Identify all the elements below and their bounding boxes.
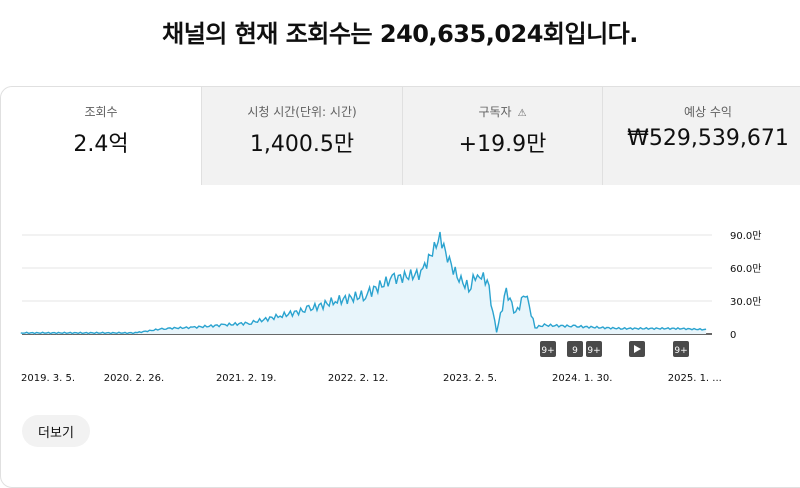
- x-tick-label: 2024. 1. 30.: [552, 373, 612, 384]
- x-tick-label: 2020. 2. 26.: [104, 373, 164, 384]
- page-headline: 채널의 현재 조회수는 240,635,024회입니다.: [162, 20, 638, 48]
- tab-revenue[interactable]: 예상 수익 ₩529,539,671: [602, 87, 800, 185]
- play-icon: [634, 345, 641, 353]
- tab-views[interactable]: 조회수 2.4억: [1, 87, 201, 185]
- warning-icon: ⚠: [517, 108, 527, 119]
- tab-subscribers-value: +19.9만: [458, 132, 547, 157]
- y-tick-label: 30.0만: [730, 296, 761, 308]
- views-chart: 90.0만 60.0만 30.0만 0 2019. 3. 5. 2020. 2. 26. 2…: [20, 230, 761, 384]
- area-fill: [20, 232, 707, 334]
- tab-views-value: 2.4억: [73, 132, 129, 157]
- x-tick-label: 2021. 2. 19.: [216, 373, 276, 384]
- tab-watch-time-value: 1,400.5만: [249, 132, 355, 157]
- event-marker: [567, 341, 583, 357]
- y-tick-label: 90.0만: [730, 230, 761, 242]
- more-button[interactable]: 더보기: [22, 415, 90, 447]
- tab-watch-time-label: 시청 시간(단위: 시간): [247, 105, 357, 119]
- x-tick-label: 2019. 3. 5.: [21, 373, 75, 384]
- tab-revenue-label: 예상 수익: [684, 105, 732, 119]
- x-tick-label: 2025. 1. ...: [668, 373, 722, 384]
- series-line: [20, 231, 707, 335]
- metric-tabs: 조회수 2.4억 시청 시간(단위: 시간) 1,400.5만 구독자 ⚠ +19…: [1, 87, 800, 185]
- tab-subscribers-label-wrap: 구독자 ⚠: [403, 103, 602, 120]
- analytics-card: 조회수 2.4억 시청 시간(단위: 시간) 1,400.5만 구독자 ⚠ +19…: [0, 86, 800, 488]
- x-tick-label: 2022. 2. 12.: [328, 373, 388, 384]
- tab-watch-time[interactable]: 시청 시간(단위: 시간) 1,400.5만: [201, 87, 402, 185]
- event-marker-label: 9: [572, 346, 578, 356]
- event-marker: [586, 341, 602, 357]
- event-marker-label: 9+: [587, 346, 600, 356]
- tab-revenue-value: ₩529,539,671: [627, 126, 789, 151]
- x-tick-label: 2023. 2. 5.: [443, 373, 497, 384]
- y-tick-label: 0: [730, 330, 736, 341]
- event-marker: [540, 341, 556, 357]
- event-marker: [673, 341, 689, 357]
- tab-subscribers-label: 구독자: [478, 105, 512, 119]
- event-marker-label: 9+: [541, 346, 554, 356]
- event-marker-label: 9+: [674, 346, 687, 356]
- y-tick-label: 60.0만: [730, 263, 761, 275]
- tab-views-label: 조회수: [84, 105, 118, 119]
- tab-subscribers[interactable]: 구독자 ⚠ +19.9만: [402, 87, 602, 185]
